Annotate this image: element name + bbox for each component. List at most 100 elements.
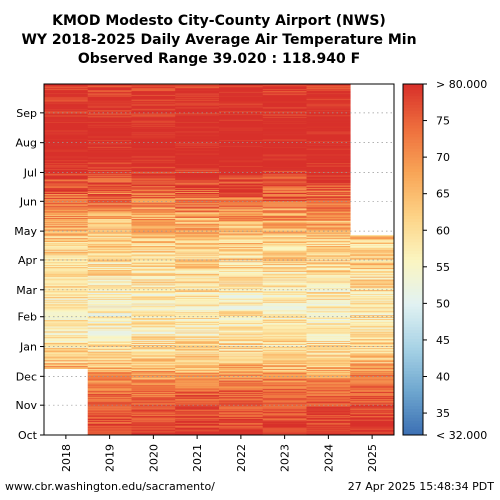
heatmap-cell — [44, 259, 89, 262]
heatmap-cell — [87, 302, 132, 304]
heatmap-cell — [350, 395, 395, 397]
heatmap-cell — [219, 147, 264, 149]
heatmap-cell — [262, 264, 307, 267]
heatmap-cell — [131, 334, 176, 336]
heatmap-cell — [131, 136, 176, 139]
heatmap-cell — [306, 241, 351, 244]
heatmap-cell — [350, 235, 395, 238]
heatmap-cell — [306, 344, 351, 346]
heatmap-cell — [131, 326, 176, 328]
heatmap-cell — [175, 339, 220, 342]
heatmap-cell — [306, 394, 351, 396]
heatmap-cell — [306, 402, 351, 404]
heatmap-cell — [219, 330, 264, 332]
heatmap-cell — [306, 114, 351, 117]
heatmap-cell — [44, 310, 89, 313]
heatmap-cell — [350, 256, 395, 258]
heatmap-cell — [219, 86, 264, 89]
heatmap-cell — [175, 255, 220, 257]
heatmap-cell — [175, 333, 220, 335]
heatmap-cell — [262, 420, 307, 422]
heatmap-cell — [44, 288, 89, 291]
heatmap-cell — [262, 88, 307, 91]
heatmap-cell — [306, 117, 351, 119]
heatmap-cell — [306, 234, 351, 237]
heatmap-cell — [219, 396, 264, 398]
heatmap-cell — [175, 359, 220, 362]
heatmap-cell — [87, 306, 132, 308]
heatmap-cell — [262, 296, 307, 298]
heatmap-cell — [306, 414, 351, 417]
heatmap-cell — [219, 433, 264, 435]
heatmap-cell — [262, 165, 307, 168]
heatmap-cell — [306, 187, 351, 190]
heatmap-cell — [175, 246, 220, 248]
heatmap-cell — [87, 211, 132, 214]
colorbar-tick-label: 70 — [436, 151, 450, 164]
heatmap-cell — [87, 288, 132, 291]
heatmap-cell — [87, 119, 132, 121]
heatmap-cell — [131, 293, 176, 295]
colorbar-tick-label: 50 — [436, 297, 450, 310]
heatmap-cell — [44, 308, 89, 310]
heatmap-cell — [306, 329, 351, 331]
heatmap-cell — [175, 394, 220, 396]
heatmap-cell — [350, 259, 395, 261]
heatmap-cell — [175, 140, 220, 143]
heatmap-cell — [131, 330, 176, 332]
heatmap-cell — [175, 231, 220, 233]
colorbar-segment — [403, 95, 423, 100]
heatmap-cell — [306, 157, 351, 159]
heatmap-cell — [131, 100, 176, 102]
heatmap-cell — [306, 299, 351, 301]
heatmap-cell — [175, 376, 220, 378]
heatmap-cell — [306, 127, 351, 129]
heatmap-cell — [87, 342, 132, 344]
heatmap-cell — [87, 218, 132, 220]
heatmap-cell — [306, 203, 351, 205]
y-tick-label: Mar — [16, 284, 37, 297]
heatmap-cell — [44, 306, 89, 308]
heatmap-cell — [175, 184, 220, 186]
heatmap-cell — [175, 427, 220, 429]
heatmap-cell — [306, 422, 351, 424]
heatmap-cell — [131, 190, 176, 193]
heatmap-cell — [306, 428, 351, 430]
heatmap-cell — [262, 118, 307, 120]
heatmap-cell — [306, 156, 351, 158]
heatmap-cell — [87, 301, 132, 303]
heatmap-cell — [262, 137, 307, 140]
heatmap-cell — [87, 343, 132, 345]
heatmap-cell — [350, 388, 395, 391]
heatmap-cell — [175, 284, 220, 286]
heatmap-cell — [131, 246, 176, 248]
heatmap-cell — [306, 204, 351, 206]
heatmap-cell — [350, 345, 395, 347]
heatmap-cell — [44, 332, 89, 334]
heatmap-cell — [219, 178, 264, 180]
heatmap-cell — [175, 331, 220, 333]
heatmap-cell — [306, 417, 351, 419]
heatmap-cell — [175, 136, 220, 139]
heatmap-cell — [87, 114, 132, 117]
heatmap-cell — [262, 325, 307, 327]
heatmap-cell — [175, 336, 220, 339]
heatmap-cell — [131, 252, 176, 254]
heatmap-cell — [262, 335, 307, 338]
heatmap-cell — [175, 364, 220, 367]
heatmap-cell — [87, 226, 132, 228]
heatmap-cell — [175, 146, 220, 148]
heatmap-cell — [175, 287, 220, 290]
heatmap-cell — [350, 299, 395, 301]
heatmap-cell — [131, 349, 176, 351]
heatmap-cell — [175, 210, 220, 213]
heatmap-cell — [306, 386, 351, 389]
heatmap-cell — [131, 197, 176, 199]
heatmap-cell — [350, 335, 395, 338]
heatmap-cell — [219, 132, 264, 134]
heatmap-cell — [219, 410, 264, 413]
heatmap-cell — [87, 158, 132, 160]
heatmap-cell — [131, 155, 176, 157]
heatmap-cell — [219, 378, 264, 380]
heatmap-cell — [262, 168, 307, 170]
